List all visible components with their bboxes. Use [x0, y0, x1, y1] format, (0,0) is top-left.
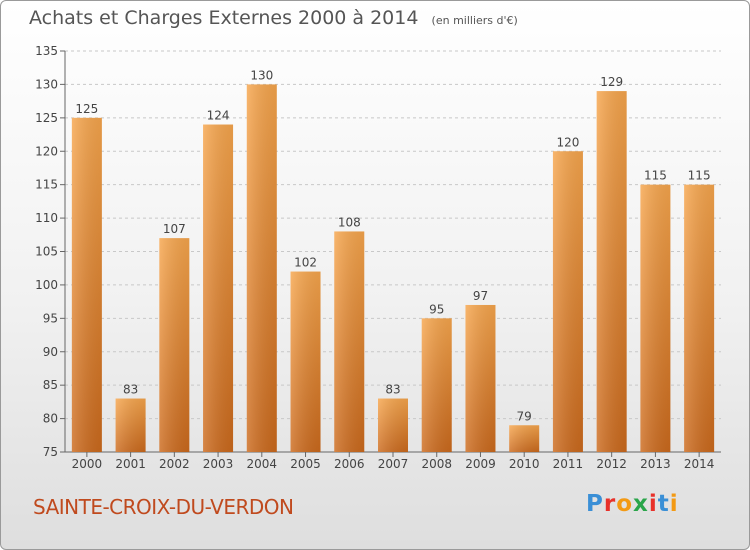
bar-shade [552, 151, 583, 452]
data-label: 120 [556, 135, 579, 149]
data-label: 125 [75, 102, 98, 116]
title-row: Achats et Charges Externes 2000 à 2014 (… [29, 7, 518, 29]
y-tick-label: 90 [43, 345, 58, 359]
bar-shade [465, 304, 496, 452]
x-tick-label: 2011 [553, 457, 584, 471]
logo-letter: i [648, 491, 658, 517]
logo-letter: i [669, 491, 679, 517]
bar-shade [684, 184, 715, 452]
x-tick-label: 2003 [203, 457, 234, 471]
y-tick-label: 100 [35, 278, 58, 292]
x-tick-label: 2007 [378, 457, 409, 471]
data-label: 83 [385, 383, 400, 397]
y-tick-label: 75 [43, 445, 58, 459]
data-label: 129 [600, 75, 623, 89]
y-tick-label: 115 [35, 178, 58, 192]
logo-letter: o [616, 491, 634, 517]
x-tick-label: 2002 [159, 457, 190, 471]
bar-shade [509, 425, 540, 452]
bar-shade [640, 184, 671, 452]
bar-shade [115, 398, 146, 452]
y-tick-label: 110 [35, 211, 58, 225]
data-label: 97 [473, 289, 488, 303]
data-label: 83 [123, 383, 138, 397]
bar-shade [203, 124, 234, 453]
bar-shade [159, 238, 190, 452]
x-tick-label: 2000 [72, 457, 103, 471]
data-label: 102 [294, 256, 317, 270]
x-tick-label: 2009 [465, 457, 496, 471]
x-tick-label: 2006 [334, 457, 365, 471]
x-tick-label: 2012 [596, 457, 627, 471]
y-tick-label: 120 [35, 144, 58, 158]
bar-shade [378, 398, 408, 452]
y-tick-label: 95 [43, 311, 58, 325]
x-tick-label: 2014 [684, 457, 715, 471]
bar-shade [421, 318, 452, 452]
data-label: 95 [429, 302, 444, 316]
x-tick-label: 2010 [509, 457, 540, 471]
logo-letter: x [633, 491, 649, 517]
chart-title: Achats et Charges Externes 2000 à 2014 [29, 7, 419, 29]
bar-shade [71, 117, 102, 452]
y-tick-label: 105 [35, 245, 58, 259]
data-label: 124 [207, 109, 230, 123]
data-label: 108 [338, 215, 361, 229]
x-tick-label: 2013 [640, 457, 671, 471]
logo-letter: t [657, 491, 670, 517]
y-tick-label: 135 [35, 44, 58, 58]
x-tick-label: 2001 [115, 457, 146, 471]
logo-letter: r [603, 491, 617, 517]
y-tick-label: 130 [35, 77, 58, 91]
data-label: 130 [250, 68, 273, 82]
x-tick-label: 2008 [421, 457, 452, 471]
y-tick-label: 125 [35, 111, 58, 125]
data-label: 115 [644, 169, 667, 183]
bar-shade [596, 91, 627, 452]
bar-shade [246, 84, 277, 453]
y-tick-label: 80 [43, 412, 58, 426]
data-label: 115 [688, 169, 711, 183]
bar-shade [334, 231, 365, 452]
commune-name: SAINTE-CROIX-DU-VERDON [33, 495, 294, 519]
proxiti-logo: Proxiti [586, 491, 679, 517]
bar-shade [290, 271, 321, 452]
data-label: 79 [517, 409, 532, 423]
x-tick-label: 2005 [290, 457, 321, 471]
x-tick-label: 2004 [247, 457, 278, 471]
y-tick-label: 85 [43, 378, 58, 392]
chart-subtitle: (en milliers d'€) [431, 14, 518, 27]
logo-letter: P [586, 491, 604, 517]
data-label: 107 [163, 222, 186, 236]
